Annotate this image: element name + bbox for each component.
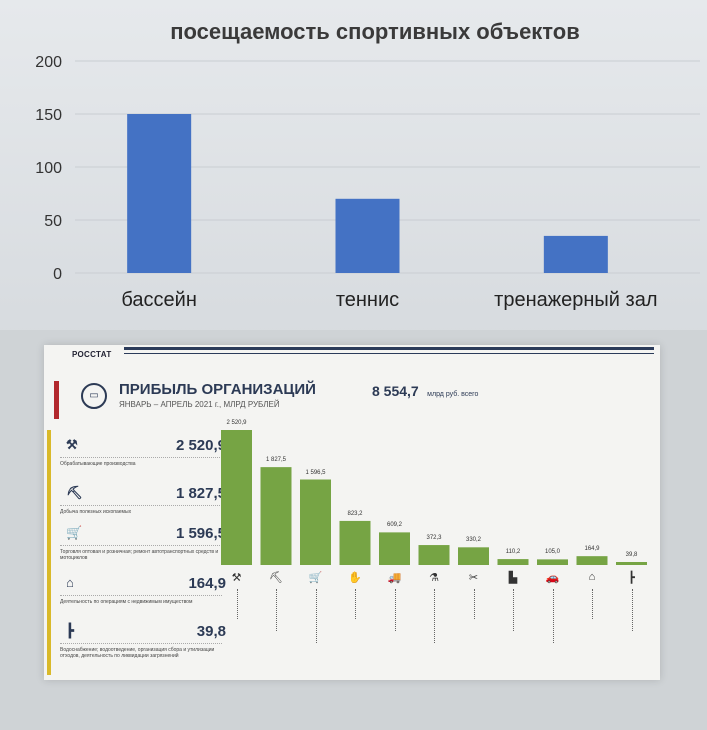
bar — [260, 467, 292, 565]
bar — [418, 545, 450, 565]
bar-value-label: 330,2 — [465, 537, 481, 544]
hand-coin-icon: ✋ — [348, 572, 362, 584]
divider — [60, 595, 222, 596]
category-caption — [355, 589, 358, 619]
accent-bar — [54, 381, 59, 419]
category-caption — [631, 589, 635, 631]
pipe-icon: ┣ — [66, 623, 74, 638]
infographic-title: ПРИБЫЛЬ ОРГАНИЗАЦИЙ — [119, 381, 316, 398]
category-caption — [552, 589, 556, 643]
tools-icon: ⚒ — [231, 572, 242, 584]
stat-label: Водоснабжение; водоотведение, организаци… — [60, 647, 215, 659]
y-axis-ticks: 0 50 100 150 200 — [35, 54, 62, 283]
truck-icon: 🚚 — [387, 572, 402, 584]
y-tick-label: 200 — [35, 54, 62, 71]
bar — [616, 562, 647, 565]
bar — [458, 547, 489, 565]
attendance-chart: посещаемость спортивных объектов 0 50 100 1… — [35, 19, 700, 311]
wallet-icon: ▭ — [81, 383, 107, 409]
stat-label: Добыча полезных ископаемых — [60, 509, 132, 515]
bars — [127, 114, 608, 273]
divider — [60, 505, 222, 506]
house-icon: ⌂ — [66, 575, 74, 590]
bar — [335, 198, 400, 273]
bar-value-label: 164,9 — [584, 546, 600, 553]
x-axis-labels: бассейн теннис тренажерный зал — [121, 289, 657, 311]
pipe-icon: ┣ — [628, 572, 635, 584]
rosstat-infographic: РОССТАТ ▭ ПРИБЫЛЬ ОРГАНИЗАЦИЙ ЯНВАРЬ – А… — [44, 345, 660, 680]
bar — [497, 559, 529, 565]
stat-value: 1 827,5 — [175, 485, 226, 502]
cart-icon: 🛒 — [66, 525, 83, 540]
bar-value-label: 609,2 — [386, 522, 402, 529]
bar-value-label: 1 827,5 — [265, 457, 287, 464]
stat-value: 39,8 — [196, 623, 226, 640]
divider — [60, 643, 222, 644]
category-caption — [434, 589, 437, 643]
bar-value-label: 39,8 — [625, 552, 638, 558]
y-tick-label: 150 — [35, 107, 62, 124]
chart-title: посещаемость спортивных объектов — [170, 19, 580, 44]
accent-bar-yellow — [47, 430, 51, 675]
excavator-icon: ⛏ — [269, 572, 283, 584]
category-caption — [315, 589, 319, 643]
bar-value-label: 1 596,5 — [305, 469, 326, 476]
category-caption — [592, 589, 595, 619]
category-caption — [473, 589, 477, 619]
total-unit: млрд руб. всего — [427, 391, 479, 398]
tools-icon: ⚒ — [66, 437, 78, 452]
x-category-label: бассейн — [121, 289, 196, 311]
bar — [300, 479, 331, 565]
building-icon: ▙ — [508, 572, 518, 584]
bar — [379, 532, 410, 565]
house-icon: ⌂ — [588, 571, 596, 583]
lab-icon: ⚗ — [429, 572, 439, 584]
divider — [60, 457, 222, 458]
bar-value-label: 823,2 — [347, 510, 363, 517]
total-value: 8 554,7 — [372, 383, 419, 399]
category-caption — [394, 589, 398, 631]
infographic-subtitle: ЯНВАРЬ – АПРЕЛЬ 2021 г., МЛРД РУБЛЕЙ — [119, 400, 280, 409]
y-tick-label: 0 — [53, 266, 62, 283]
divider — [60, 545, 222, 546]
cart-icon: 🛒 — [308, 572, 323, 584]
bar — [339, 520, 371, 565]
bar — [543, 235, 608, 273]
stat-label: Торговля оптовая и розничная; ремонт авт… — [60, 549, 219, 561]
profit-bar-chart — [221, 430, 647, 565]
stat-label: Обрабатывающие производства — [60, 461, 136, 467]
header-rule — [124, 347, 654, 350]
projector-slide-top — [0, 0, 707, 340]
category-caption — [236, 589, 240, 619]
bar-value-label: 2 520,9 — [226, 420, 247, 426]
bar-value-label: 372,3 — [426, 535, 442, 542]
x-category-label: тренажерный зал — [494, 289, 657, 311]
header-rule-thin — [124, 353, 654, 354]
stat-label: Деятельность по операциям с недвижимым и… — [60, 599, 193, 605]
x-category-label: теннис — [336, 289, 399, 311]
excavator-icon: ⛏ — [66, 485, 83, 500]
bar — [221, 430, 252, 565]
total-profit: 8 554,7 млрд руб. всего — [372, 383, 478, 401]
bar-value-label: 110,2 — [505, 549, 521, 556]
y-tick-label: 100 — [35, 160, 62, 177]
brand-label: РОССТАТ — [72, 350, 112, 359]
bar — [537, 559, 568, 565]
scissors-icon: ✂ — [468, 572, 479, 584]
bar-value-label: 105,0 — [544, 549, 560, 556]
category-caption — [513, 589, 516, 631]
stat-value: 164,9 — [188, 575, 226, 592]
y-tick-label: 50 — [44, 213, 62, 230]
car-icon: 🚗 — [545, 572, 560, 584]
bar — [127, 114, 192, 273]
stat-value: 1 596,5 — [175, 525, 226, 542]
stat-value: 2 520,9 — [175, 437, 226, 454]
bar — [576, 556, 608, 565]
category-caption — [276, 589, 279, 631]
